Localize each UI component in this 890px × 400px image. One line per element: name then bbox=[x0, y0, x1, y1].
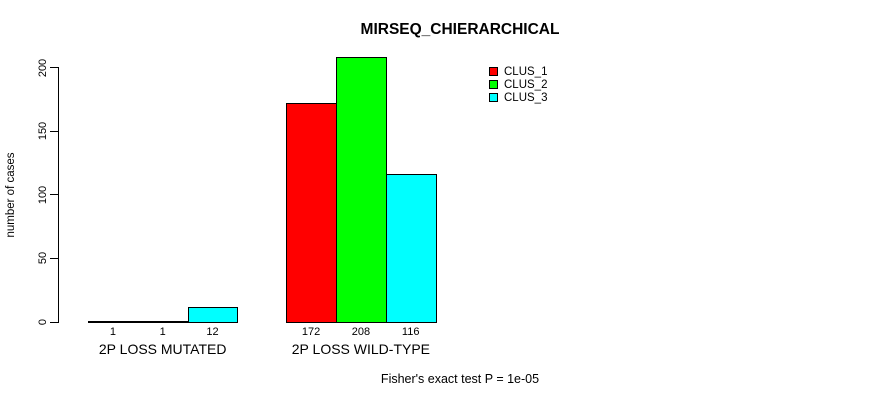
legend-item: CLUS_2 bbox=[489, 78, 547, 91]
legend-swatch bbox=[489, 80, 498, 89]
legend-label: CLUS_3 bbox=[504, 91, 548, 104]
bar bbox=[137, 320, 189, 323]
y-axis-label: number of cases bbox=[5, 152, 17, 238]
bar bbox=[88, 320, 139, 323]
legend-item: CLUS_1 bbox=[489, 65, 547, 78]
category-label: 2P LOSS WILD-TYPE bbox=[291, 341, 431, 357]
chart-title: MIRSEQ_CHIERARCHICAL bbox=[360, 21, 560, 38]
legend: CLUS_1 CLUS_2 CLUS_3 bbox=[489, 65, 547, 104]
y-tick bbox=[50, 67, 58, 68]
y-tick-label: 150 bbox=[37, 121, 49, 141]
legend-label: CLUS_1 bbox=[504, 65, 548, 78]
category-label: 2P LOSS MUTATED bbox=[98, 341, 227, 357]
annotation-text: Fisher's exact test P = 1e-05 bbox=[380, 372, 540, 386]
bar-value-label: 1 bbox=[159, 326, 166, 338]
legend-swatch bbox=[489, 93, 498, 102]
bar-value-label: 208 bbox=[351, 326, 371, 338]
y-tick-label: 200 bbox=[37, 58, 49, 77]
bar bbox=[336, 57, 387, 323]
legend-item: CLUS_3 bbox=[489, 91, 547, 104]
bar-value-label: 12 bbox=[206, 326, 219, 338]
y-tick-label: 50 bbox=[37, 252, 49, 265]
bar bbox=[385, 174, 437, 323]
legend-label: CLUS_2 bbox=[504, 78, 548, 91]
bar bbox=[286, 103, 337, 323]
y-tick-label: 0 bbox=[37, 318, 49, 326]
bar-value-label: 172 bbox=[301, 326, 321, 338]
y-axis-line bbox=[58, 67, 59, 323]
y-tick bbox=[50, 130, 58, 132]
bar bbox=[187, 306, 239, 323]
y-tick bbox=[50, 321, 58, 323]
y-tick bbox=[50, 194, 58, 196]
legend-swatch bbox=[489, 67, 498, 76]
bar-value-label: 1 bbox=[109, 326, 116, 338]
y-tick-label: 100 bbox=[37, 185, 49, 204]
y-tick bbox=[50, 257, 58, 259]
bar-value-label: 116 bbox=[401, 326, 420, 338]
